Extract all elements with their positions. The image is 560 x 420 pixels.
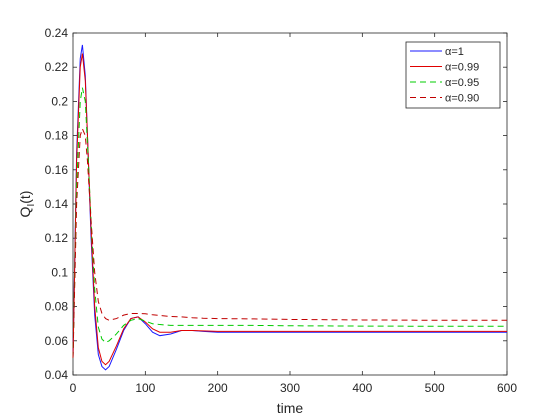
legend-label: α=1: [445, 46, 464, 58]
y-tick-label: 0.14: [45, 197, 69, 211]
y-axis-label: QI(t): [17, 191, 37, 218]
series-line: [72, 87, 507, 358]
y-tick-label: 0.24: [45, 26, 69, 40]
x-tick-label: 600: [497, 381, 517, 395]
legend-label: α=0.95: [445, 77, 479, 89]
y-label-tail: (t): [17, 191, 33, 204]
x-tick-label: 500: [425, 381, 445, 395]
y-label-base: Q: [17, 206, 33, 217]
x-tick-label: 100: [135, 381, 155, 395]
legend-label: α=0.99: [445, 62, 479, 74]
y-label-sub: I: [26, 204, 37, 207]
y-tick-label: 0.16: [45, 163, 69, 177]
y-tick-label: 0.12: [45, 231, 69, 245]
legend-label: α=0.90: [445, 93, 479, 105]
y-tick-label: 0.04: [45, 368, 69, 382]
x-tick-label: 300: [280, 381, 300, 395]
y-tick-label: 0.2: [51, 94, 68, 108]
x-axis-label: time: [277, 400, 304, 416]
y-tick-label: 0.18: [45, 129, 69, 143]
x-tick-label: 400: [352, 381, 372, 395]
y-tick-label: 0.08: [45, 300, 69, 314]
x-tick-label: 200: [208, 381, 228, 395]
series-line: [72, 127, 507, 358]
series-line: [72, 53, 507, 366]
y-tick-label: 0.1: [51, 265, 68, 279]
x-tick-label: 0: [70, 381, 77, 395]
y-tick-label: 0.06: [45, 334, 69, 348]
legend: α=1 α=0.99 α=0.95 α=0.90: [405, 41, 501, 109]
y-tick-label: 0.22: [45, 60, 69, 74]
